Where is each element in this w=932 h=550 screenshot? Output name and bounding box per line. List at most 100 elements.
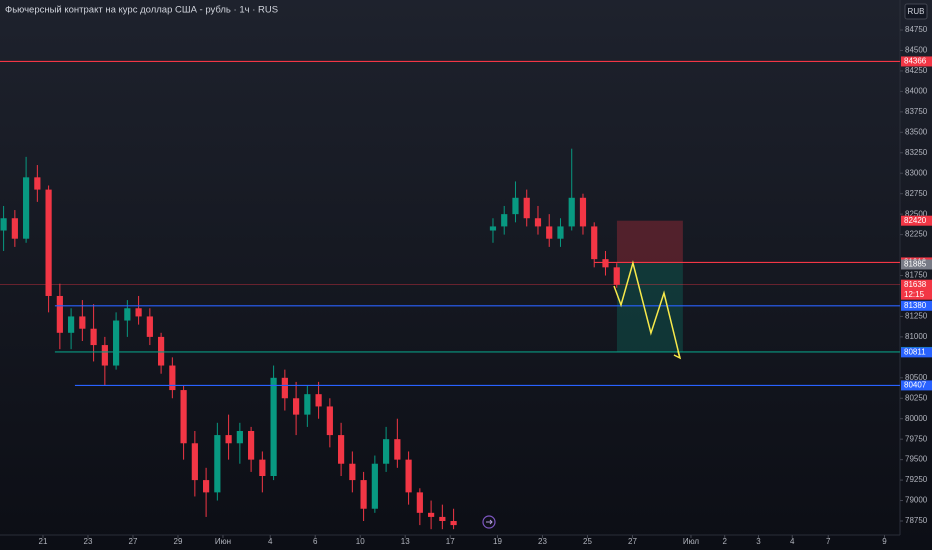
candle-body xyxy=(90,328,97,346)
x-tick-label: 27 xyxy=(628,537,637,546)
y-tick-label: 83000 xyxy=(905,168,928,177)
candle-body xyxy=(546,226,553,239)
candle-body xyxy=(613,267,620,285)
x-tick-label: 13 xyxy=(401,537,410,546)
y-tick-label: 80500 xyxy=(905,373,928,382)
x-tick-label: 4 xyxy=(268,537,273,546)
y-tick-label: 82750 xyxy=(905,189,928,198)
currency[interactable]: RUB xyxy=(908,7,925,16)
candle-body xyxy=(304,394,311,415)
projection-path xyxy=(613,260,681,359)
price-label: 81638 xyxy=(904,280,927,289)
y-tick-label: 80000 xyxy=(905,414,928,423)
y-tick-label: 84250 xyxy=(905,66,928,75)
y-tick-label: 83500 xyxy=(905,127,928,136)
candle-body xyxy=(259,459,266,477)
candle-body xyxy=(602,259,609,268)
candle-body xyxy=(180,390,187,444)
y-tick-label: 83750 xyxy=(905,107,928,116)
candle-body xyxy=(557,226,564,239)
y-tick-label: 84000 xyxy=(905,87,928,96)
price-label: 82420 xyxy=(904,216,927,225)
x-tick-label: 19 xyxy=(493,537,502,546)
y-tick-label: 79750 xyxy=(905,434,928,443)
x-tick-label: 29 xyxy=(174,537,183,546)
x-tick-label: 3 xyxy=(756,537,761,546)
x-tick-label: 10 xyxy=(356,537,365,546)
price-label-box xyxy=(901,215,932,226)
y-tick-label: 81250 xyxy=(905,312,928,321)
x-tick-label: 4 xyxy=(790,537,795,546)
x-tick-label: Июн xyxy=(215,537,231,546)
price-label: 80407 xyxy=(904,381,927,390)
candle-body xyxy=(146,316,153,337)
y-tick-label: 84500 xyxy=(905,46,928,55)
countdown: 12:15 xyxy=(904,290,925,299)
x-tick-label: 23 xyxy=(538,537,547,546)
goto-icon[interactable] xyxy=(482,515,496,529)
candle-body xyxy=(281,377,288,399)
candle-body xyxy=(214,435,221,493)
y-tick-label: 79000 xyxy=(905,496,928,505)
x-tick-label: 7 xyxy=(826,537,831,546)
target-zone xyxy=(616,262,683,352)
y-tick-label: 83250 xyxy=(905,148,928,157)
projection-arrowhead xyxy=(673,350,682,360)
candle-body xyxy=(338,435,345,464)
candle-body xyxy=(45,189,52,296)
candle-body xyxy=(579,197,587,227)
candle-body xyxy=(191,443,198,481)
candle-body xyxy=(135,308,142,317)
candle-body xyxy=(360,480,367,509)
y-tick-label: 82500 xyxy=(905,209,928,218)
price-label-box xyxy=(901,259,932,270)
candle-body xyxy=(383,439,390,464)
candle-body xyxy=(293,398,300,415)
price-label-box xyxy=(901,56,932,67)
candle-body xyxy=(34,177,41,190)
candle-body xyxy=(270,377,277,477)
candle-body xyxy=(489,226,497,231)
x-tick-label: 2 xyxy=(722,537,727,546)
candle-body xyxy=(225,435,232,444)
x-tick-label: 27 xyxy=(129,537,138,546)
x-tick-label: 17 xyxy=(446,537,455,546)
price-label: 81885 xyxy=(904,260,927,269)
candle-body xyxy=(23,177,30,239)
candle-body xyxy=(326,406,333,436)
candle-body xyxy=(101,345,108,366)
price-label: 80811 xyxy=(904,347,926,356)
x-tick-label: 23 xyxy=(84,537,93,546)
candle-body xyxy=(394,439,401,460)
candle-body xyxy=(203,480,210,493)
candle-body xyxy=(450,521,457,526)
candle-body xyxy=(512,197,519,215)
x-tick-label: 9 xyxy=(882,537,887,546)
y-tick-label: 80250 xyxy=(905,393,928,402)
currency-box[interactable] xyxy=(904,3,928,20)
chart-title: Фьючерсный контракт на курс доллар США -… xyxy=(5,5,278,16)
price-label-box xyxy=(901,380,932,391)
candle-body xyxy=(236,430,243,444)
candle-body xyxy=(113,320,120,366)
candle-body xyxy=(428,512,435,517)
x-tick-label: 21 xyxy=(39,537,48,546)
price-label-box xyxy=(901,347,932,358)
candle-body xyxy=(568,197,575,227)
candle-body xyxy=(79,316,86,329)
candle-body xyxy=(534,218,542,227)
y-tick-label: 82250 xyxy=(905,230,928,239)
price-label: 84366 xyxy=(904,57,927,66)
x-tick-label: 6 xyxy=(313,537,318,546)
candle-body xyxy=(68,316,75,333)
candle-body xyxy=(349,463,356,481)
y-tick-label: 84750 xyxy=(905,25,928,34)
candle-body xyxy=(405,459,412,493)
candle-body xyxy=(523,197,530,219)
candle-body xyxy=(371,463,378,509)
stop-zone xyxy=(616,220,683,263)
y-tick-label: 79250 xyxy=(905,475,928,484)
